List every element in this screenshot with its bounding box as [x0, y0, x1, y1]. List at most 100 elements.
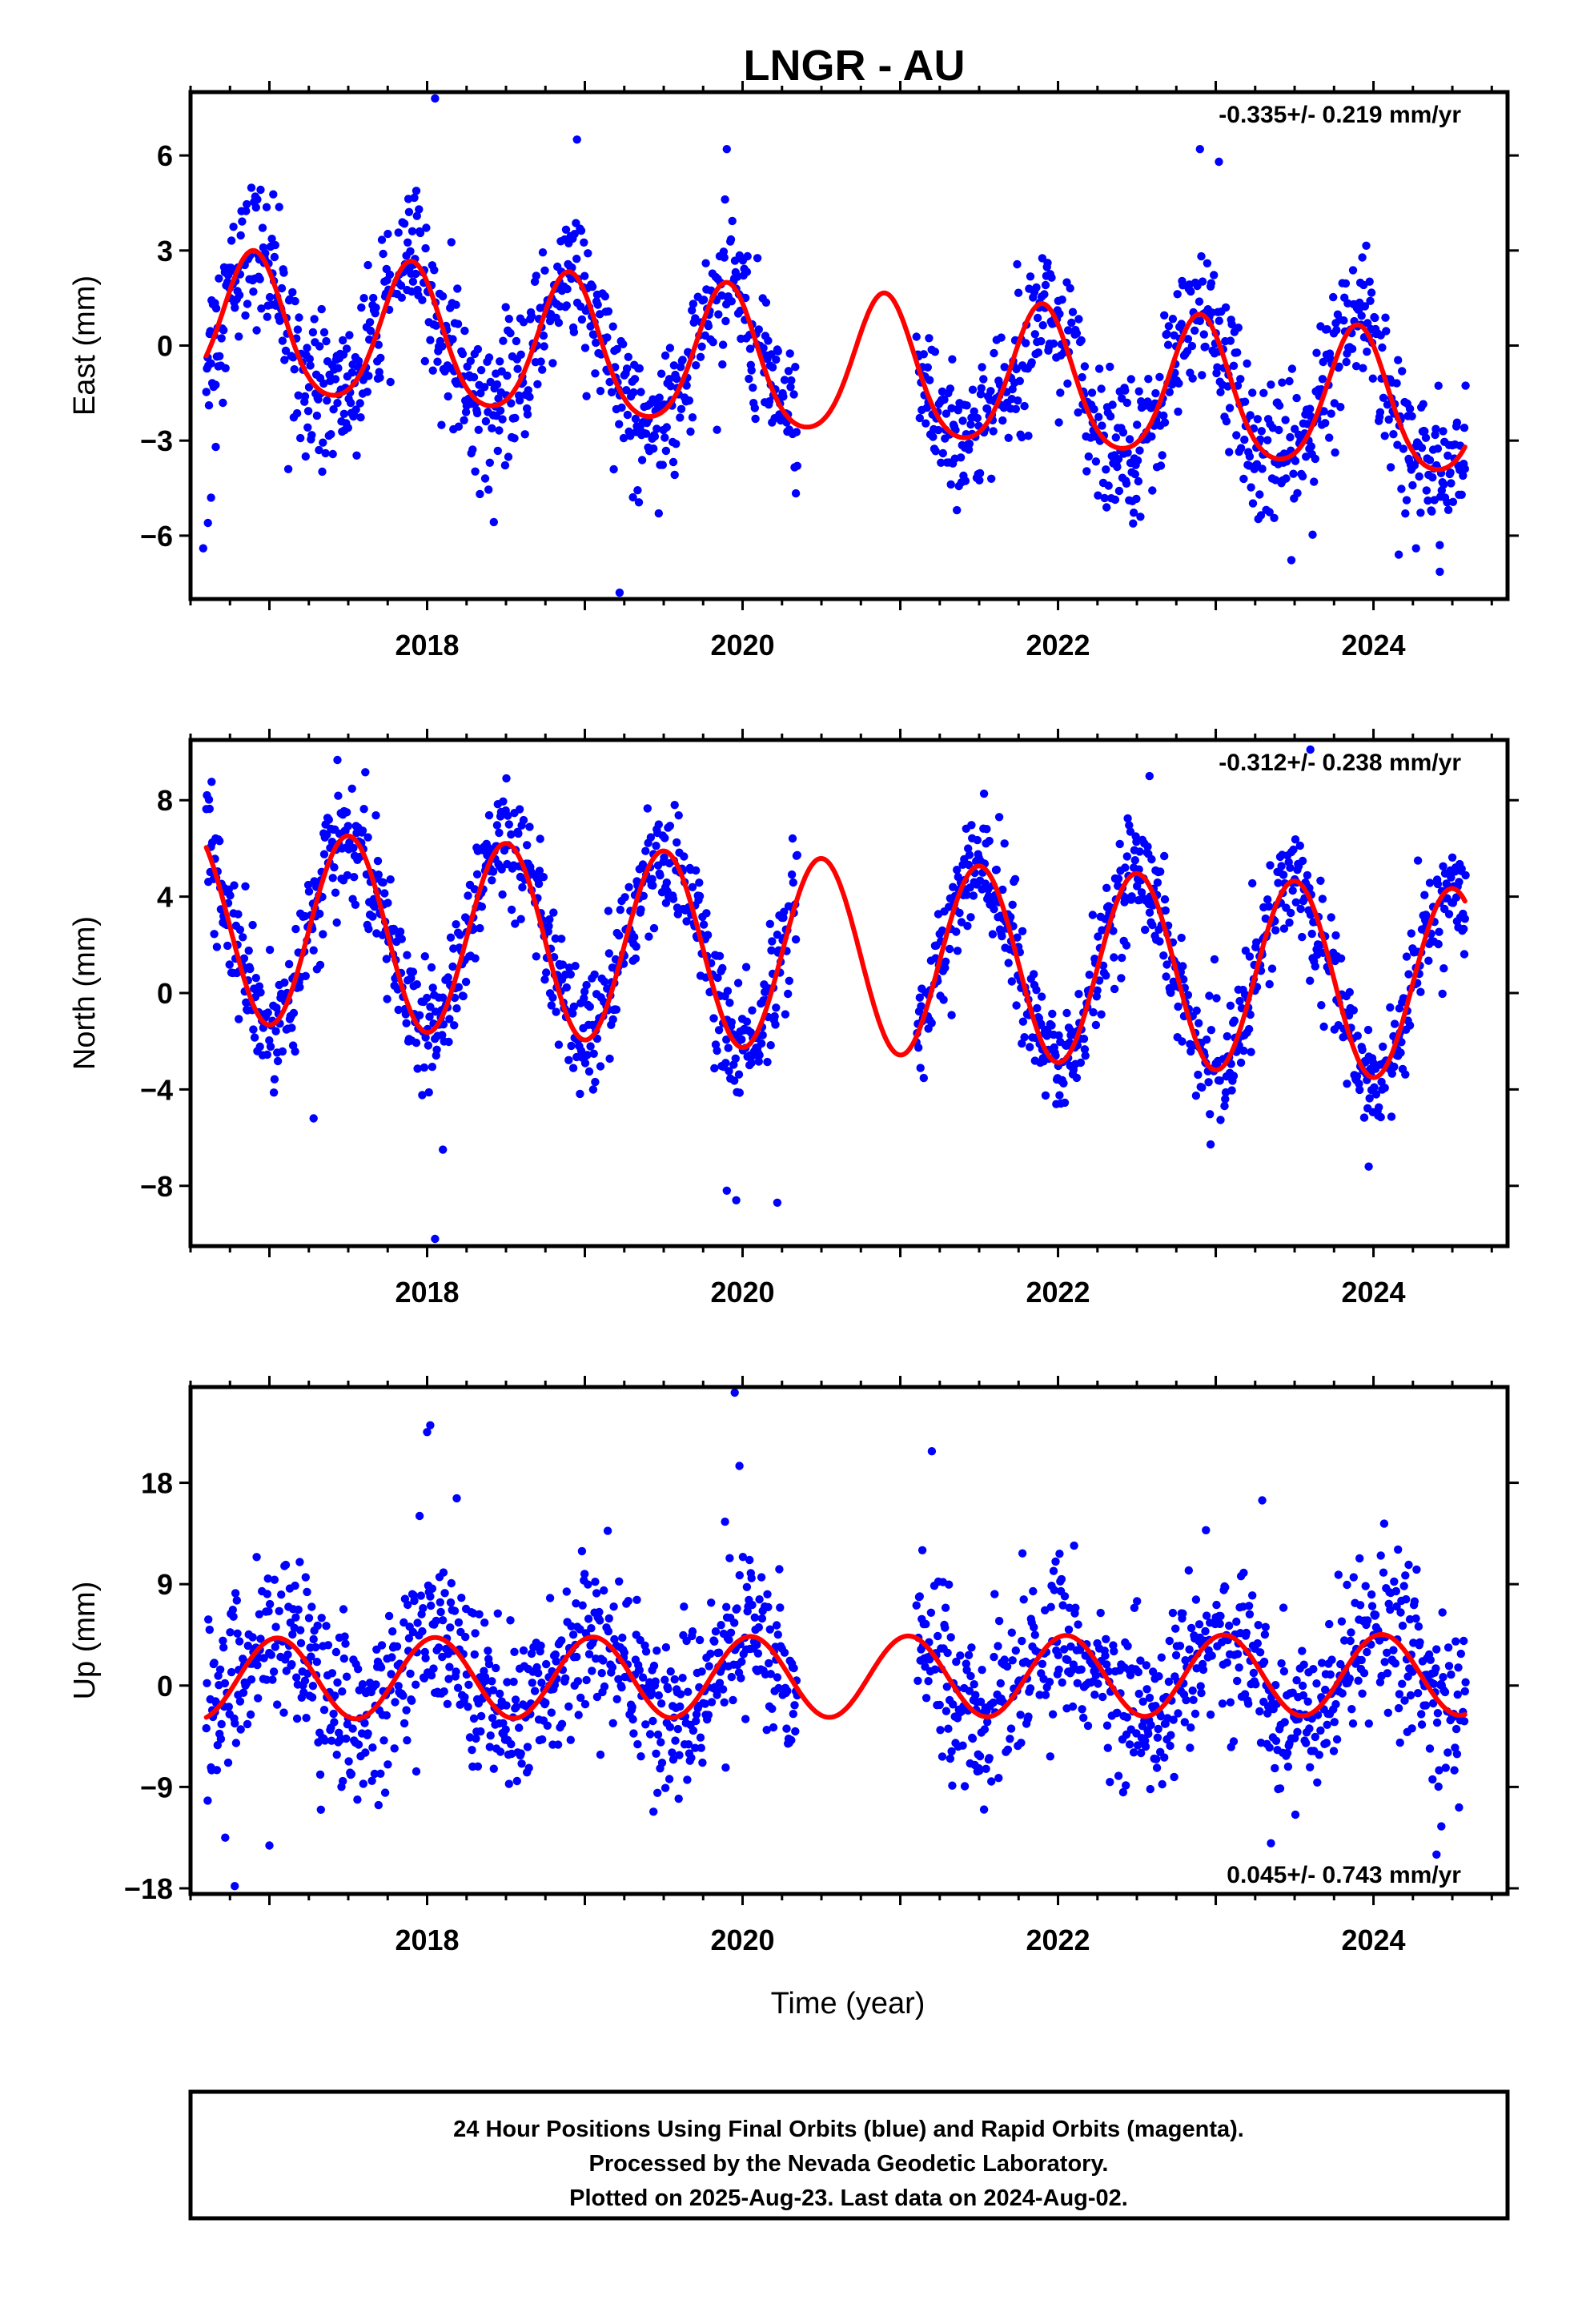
- y-tick-label: −18: [124, 1872, 173, 1905]
- data-point: [509, 1677, 518, 1687]
- data-point: [669, 457, 678, 467]
- data-point: [773, 1673, 782, 1682]
- data-point: [1295, 841, 1305, 850]
- data-point: [486, 1731, 495, 1740]
- data-point: [1405, 1021, 1415, 1030]
- data-point: [1154, 1672, 1163, 1681]
- data-point: [1296, 904, 1305, 914]
- data-point: [1070, 1541, 1078, 1550]
- data-point: [363, 260, 372, 270]
- data-point: [1408, 1667, 1417, 1676]
- data-point: [1253, 415, 1263, 424]
- data-point: [1046, 1602, 1055, 1611]
- data-point: [438, 993, 448, 1002]
- data-point: [532, 271, 540, 280]
- data-point: [1460, 1636, 1468, 1646]
- data-point: [433, 357, 442, 366]
- data-point: [945, 1580, 954, 1589]
- data-point: [1398, 1679, 1407, 1688]
- data-point: [1020, 401, 1029, 411]
- data-point: [403, 1736, 412, 1745]
- footer-line-1: 24 Hour Positions Using Final Orbits (bl…: [453, 2117, 1244, 2142]
- data-point: [1199, 330, 1209, 339]
- data-point: [412, 1767, 421, 1776]
- data-point: [354, 1740, 363, 1749]
- data-point: [432, 1616, 440, 1626]
- data-point: [214, 1671, 223, 1680]
- data-point: [1341, 279, 1351, 288]
- data-point: [1308, 530, 1317, 539]
- data-point: [1215, 157, 1223, 167]
- data-point: [1259, 388, 1268, 397]
- data-point: [654, 1691, 663, 1700]
- data-point: [1045, 1678, 1054, 1687]
- data-point: [232, 1596, 241, 1605]
- data-point: [706, 1649, 715, 1659]
- data-point: [725, 1554, 734, 1562]
- data-point: [413, 1064, 422, 1073]
- data-point: [686, 427, 695, 436]
- data-point: [1152, 1763, 1162, 1772]
- data-point: [1064, 326, 1073, 335]
- data-point: [485, 1743, 494, 1751]
- data-point: [1419, 400, 1427, 408]
- data-point: [303, 423, 312, 432]
- data-point: [332, 918, 341, 927]
- data-point: [754, 1057, 763, 1066]
- data-point: [695, 891, 705, 901]
- data-point: [221, 364, 230, 372]
- data-point: [1413, 1689, 1423, 1698]
- data-point: [741, 1715, 750, 1723]
- data-point: [1060, 1645, 1069, 1654]
- data-point: [1282, 474, 1291, 483]
- data-point: [737, 1674, 745, 1683]
- data-point: [1275, 425, 1283, 435]
- data-point: [780, 907, 789, 916]
- data-point: [554, 1040, 564, 1049]
- data-point: [448, 335, 457, 344]
- data-point: [255, 1610, 264, 1619]
- data-point: [977, 384, 986, 392]
- data-point: [576, 1089, 584, 1099]
- data-point: [1293, 489, 1302, 497]
- data-point: [446, 933, 456, 942]
- data-point: [418, 1626, 427, 1636]
- data-point: [231, 304, 239, 312]
- data-point: [515, 396, 524, 405]
- data-point: [382, 955, 391, 963]
- data-point: [551, 934, 560, 943]
- data-point: [250, 1033, 259, 1042]
- data-point: [1257, 427, 1267, 436]
- data-point: [323, 1641, 333, 1650]
- data-point: [1402, 1594, 1411, 1604]
- data-point: [371, 304, 380, 312]
- data-point: [1233, 1676, 1242, 1686]
- data-point: [1225, 448, 1234, 456]
- data-point: [1412, 1565, 1421, 1574]
- data-point: [1010, 875, 1020, 884]
- data-point: [942, 1707, 951, 1715]
- data-point: [492, 821, 502, 830]
- data-point: [636, 388, 645, 396]
- data-point: [1306, 1763, 1315, 1771]
- y-tick-label: 6: [157, 139, 173, 172]
- data-point: [476, 388, 485, 398]
- data-point: [331, 1691, 339, 1700]
- data-point: [1088, 911, 1098, 919]
- data-point: [629, 1729, 638, 1738]
- data-point: [722, 1035, 731, 1044]
- data-point: [584, 1650, 594, 1659]
- data-point: [269, 1088, 279, 1097]
- data-point: [472, 1734, 480, 1743]
- data-point: [1216, 1611, 1225, 1621]
- plot-frame: [188, 1385, 1510, 1896]
- data-point: [576, 1625, 584, 1634]
- data-point: [1424, 956, 1433, 965]
- data-point: [1186, 287, 1195, 296]
- data-point: [730, 1076, 739, 1085]
- data-point: [1452, 893, 1461, 902]
- data-point: [779, 392, 788, 401]
- data-point: [1032, 283, 1041, 292]
- data-point: [319, 328, 329, 337]
- data-point: [1073, 1679, 1082, 1687]
